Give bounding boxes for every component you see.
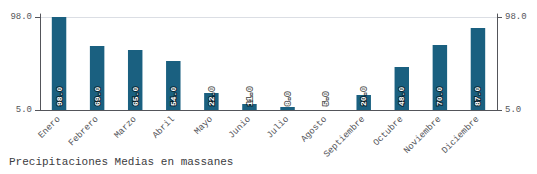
svg-text:20.0: 20.0 (359, 87, 368, 106)
svg-text:Junio: Junio (227, 114, 253, 140)
svg-text:Enero: Enero (36, 114, 62, 140)
svg-text:11.0: 11.0 (245, 87, 254, 106)
svg-text:Precipitaciones Medias en mass: Precipitaciones Medias en massanes (9, 156, 233, 168)
svg-text:98.0: 98.0 (55, 87, 64, 106)
svg-text:5.0: 5.0 (505, 105, 521, 115)
svg-text:Marzo: Marzo (113, 114, 139, 140)
svg-text:Noviembre: Noviembre (402, 114, 443, 155)
svg-text:Diciembre: Diciembre (440, 114, 481, 155)
svg-text:70.0: 70.0 (435, 87, 444, 106)
svg-text:Octubre: Octubre (372, 114, 406, 148)
svg-text:Mayo: Mayo (193, 114, 215, 136)
svg-text:5.0: 5.0 (16, 105, 32, 115)
svg-text:5.0: 5.0 (321, 91, 330, 106)
svg-text:Septiembre: Septiembre (322, 114, 367, 159)
svg-text:98.0: 98.0 (10, 12, 32, 22)
svg-text:54.0: 54.0 (169, 87, 178, 106)
svg-text:98.0: 98.0 (505, 12, 527, 22)
svg-text:87.0: 87.0 (473, 87, 482, 106)
svg-text:8.0: 8.0 (283, 91, 292, 106)
svg-text:Agosto: Agosto (299, 114, 329, 144)
svg-text:48.0: 48.0 (397, 87, 406, 106)
svg-text:22.0: 22.0 (207, 87, 216, 106)
svg-text:Abril: Abril (151, 114, 177, 140)
svg-text:Julio: Julio (265, 114, 291, 140)
svg-text:65.0: 65.0 (131, 87, 140, 106)
svg-text:69.0: 69.0 (93, 87, 102, 106)
svg-text:Febrero: Febrero (67, 114, 101, 148)
